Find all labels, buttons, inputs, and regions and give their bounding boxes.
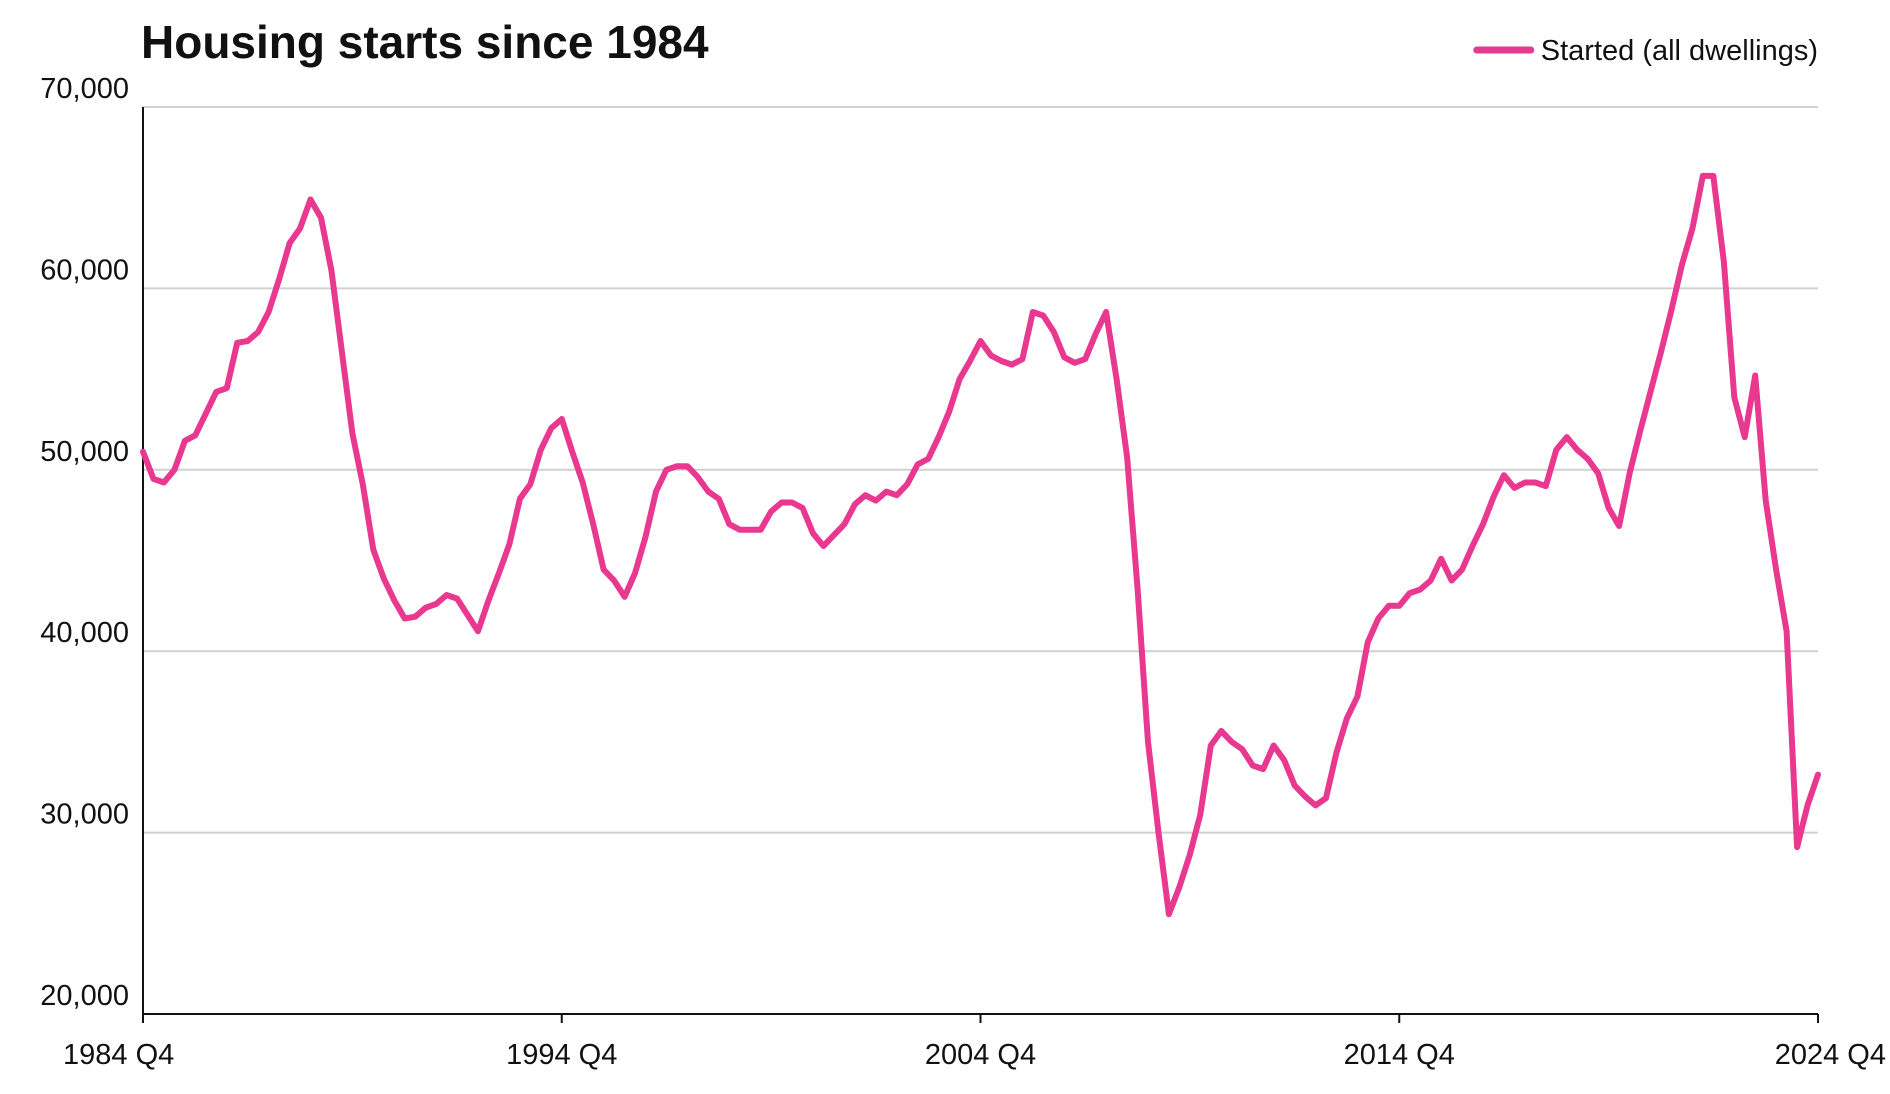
y-tick-label: 60,000	[40, 254, 129, 286]
y-tick-label: 40,000	[40, 617, 129, 649]
y-tick-label: 70,000	[40, 73, 129, 105]
x-tick-label: 1994 Q4	[506, 1039, 617, 1071]
x-tick-label: 2004 Q4	[925, 1039, 1036, 1071]
x-tick-label: 1984 Q4	[63, 1039, 174, 1071]
x-tick-label: 2014 Q4	[1344, 1039, 1455, 1071]
legend-label: Started (all dwellings)	[1541, 35, 1818, 67]
data-line	[140, 172, 1821, 918]
y-tick-label: 30,000	[40, 799, 129, 831]
y-tick-label: 50,000	[40, 436, 129, 468]
x-tick-label: 2024 Q4	[1775, 1039, 1886, 1071]
chart-title: Housing starts since 1984	[141, 16, 709, 68]
y-tick-label: 20,000	[40, 980, 129, 1012]
